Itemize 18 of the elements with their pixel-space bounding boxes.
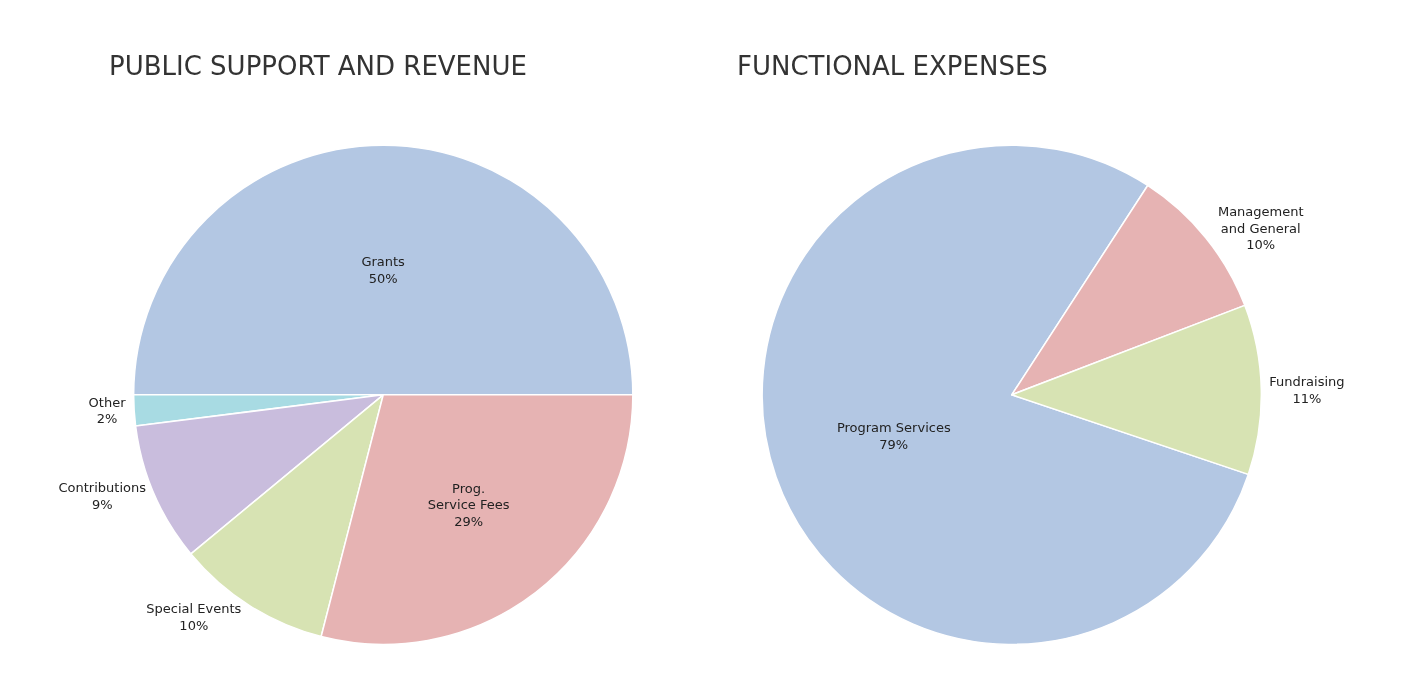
slice-label: Contributions xyxy=(58,480,147,496)
slice-label: Other xyxy=(88,394,127,410)
chart-title: PUBLIC SUPPORT AND REVENUE xyxy=(109,51,527,81)
data-label: 29% xyxy=(454,514,484,530)
slice-label: Prog. Service Fees xyxy=(427,480,510,513)
slice-label: Special Events xyxy=(146,600,242,616)
data-label: 2% xyxy=(96,411,118,427)
data-label: 10% xyxy=(179,617,209,633)
data-label: 11% xyxy=(1292,390,1322,406)
data-label: 9% xyxy=(91,497,113,513)
chart-title: FUNCTIONAL EXPENSES xyxy=(737,51,1048,81)
data-label: 79% xyxy=(879,436,909,452)
data-label: 10% xyxy=(1246,237,1276,253)
slice-label: Fundraising xyxy=(1269,373,1345,389)
slice-label: Grants xyxy=(361,254,406,270)
slice-label: Program Services xyxy=(836,419,951,435)
data-label: 50% xyxy=(368,270,398,286)
slice-label: Management and General xyxy=(1217,203,1304,236)
